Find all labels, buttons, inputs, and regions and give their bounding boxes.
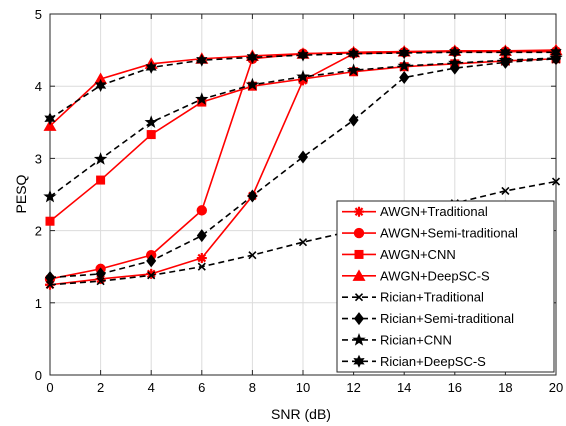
series-line-rician-semi-traditional (49, 57, 557, 279)
data-point-rician-traditional (96, 277, 105, 286)
legend-swatch-marker (353, 354, 365, 368)
x-tick-label: 2 (97, 380, 104, 395)
legend: AWGN+Traditional AWGN+Semi-traditional AWG… (336, 200, 555, 373)
x-axis-label: SNR (dB) (271, 406, 331, 422)
legend-label: AWGN+Traditional (380, 204, 488, 219)
data-point-rician-deepsc-s (196, 53, 208, 67)
data-point-rician-traditional (501, 186, 510, 195)
data-point-rician-cnn (498, 53, 513, 66)
data-point-rician-traditional (298, 238, 308, 247)
data-point-rician-cnn (397, 58, 411, 72)
series-rician-semi-traditional (45, 52, 561, 285)
data-point-rician-deepsc-s (398, 46, 410, 60)
data-point-rician-cnn (448, 56, 462, 69)
legend-item-rician-traditional: Rician+Traditional (342, 290, 484, 305)
data-point-rician-semi-traditional (45, 271, 55, 285)
data-point-rician-cnn (43, 189, 57, 203)
legend-label: AWGN+DeepSC-S (380, 268, 490, 283)
y-tick-label: 1 (35, 296, 42, 311)
legend-label: Rician+DeepSC-S (380, 354, 486, 369)
data-point-awgn-deepsc-s (94, 72, 108, 84)
legend-label: AWGN+CNN (380, 247, 456, 262)
data-point-rician-cnn (195, 92, 209, 105)
data-point-awgn-cnn (146, 130, 156, 140)
y-tick-label: 2 (35, 224, 42, 239)
series-line-rician-deepsc-s (49, 51, 556, 120)
data-point-rician-semi-traditional (146, 254, 157, 268)
data-point-rician-cnn (93, 152, 108, 165)
x-tick-label: 12 (346, 380, 360, 395)
data-point-rician-deepsc-s (246, 50, 259, 64)
data-point-rician-semi-traditional (298, 150, 308, 164)
data-point-rician-deepsc-s (297, 48, 309, 62)
legend-swatch-marker (354, 249, 364, 259)
data-point-rician-semi-traditional (399, 71, 410, 85)
legend-item-rician-semi-traditional: Rician+Semi-traditional (342, 311, 514, 326)
data-point-rician-semi-traditional (247, 189, 258, 203)
legend-item-awgn-semi-traditional: AWGN+Semi-traditional (342, 226, 518, 241)
legend-swatch-marker (354, 312, 364, 326)
legend-label: Rician+Semi-traditional (380, 311, 514, 326)
x-tick-label: 4 (148, 380, 155, 395)
y-tick-label: 4 (35, 79, 42, 94)
data-point-rician-semi-traditional (95, 267, 106, 281)
data-point-rician-cnn (144, 115, 158, 128)
legend-label: Rician+Traditional (380, 290, 484, 305)
x-tick-label: 8 (249, 380, 256, 395)
legend-swatch-marker (353, 227, 365, 239)
data-point-rician-traditional (147, 271, 156, 280)
data-point-rician-semi-traditional (196, 229, 207, 243)
legend-swatch-marker (354, 293, 364, 302)
data-point-awgn-traditional (196, 253, 207, 264)
data-point-awgn-semi-traditional (196, 205, 207, 216)
data-point-rician-cnn (346, 63, 361, 76)
legend-item-rician-cnn: Rician+CNN (342, 332, 452, 347)
legend-item-awgn-cnn: AWGN+CNN (342, 247, 456, 262)
y-tick-label: 5 (35, 7, 42, 22)
data-point-rician-cnn (296, 69, 310, 83)
series-rician-deepsc-s (44, 45, 562, 126)
legend-swatch-marker (352, 269, 366, 281)
series-line-rician-traditional (49, 180, 557, 286)
y-tick-label: 3 (35, 151, 42, 166)
data-point-rician-deepsc-s (550, 45, 562, 59)
data-point-rician-traditional (551, 177, 561, 186)
y-axis-label: PESQ (13, 174, 29, 213)
x-tick-label: 18 (498, 380, 512, 395)
legend-swatch-marker (352, 332, 366, 346)
x-tick-label: 10 (296, 380, 310, 395)
legend-item-awgn-traditional: AWGN+Traditional (342, 204, 488, 219)
y-tick-label: 0 (35, 368, 42, 383)
x-tick-label: 0 (46, 380, 53, 395)
data-point-rician-deepsc-s (347, 47, 360, 61)
legend-label: AWGN+Semi-traditional (380, 226, 518, 241)
data-point-rician-traditional (197, 262, 206, 271)
x-tick-label: 16 (448, 380, 462, 395)
data-point-rician-deepsc-s (145, 60, 157, 74)
legend-swatch-marker (354, 206, 364, 217)
x-tick-label: 6 (198, 380, 205, 395)
data-point-rician-traditional (248, 251, 257, 260)
data-point-rician-deepsc-s (94, 78, 107, 92)
data-point-rician-cnn (245, 77, 260, 91)
legend-label: Rician+CNN (380, 332, 452, 347)
data-point-awgn-traditional (146, 268, 157, 279)
data-point-rician-deepsc-s (44, 112, 56, 126)
data-point-rician-semi-traditional (348, 113, 359, 127)
legend-item-awgn-deepsc-s: AWGN+DeepSC-S (342, 268, 490, 283)
series-group (43, 43, 563, 290)
data-point-rician-deepsc-s (449, 45, 461, 59)
legend-item-rician-deepsc-s: Rician+DeepSC-S (342, 354, 486, 369)
data-point-rician-deepsc-s (499, 45, 512, 59)
legend-box (336, 200, 555, 373)
x-tick-label: 20 (549, 380, 563, 395)
data-point-awgn-cnn (96, 175, 106, 185)
series-rician-cnn (43, 51, 563, 203)
data-point-rician-traditional (45, 280, 55, 289)
x-tick-label: 14 (397, 380, 411, 395)
data-point-awgn-cnn (45, 216, 55, 226)
